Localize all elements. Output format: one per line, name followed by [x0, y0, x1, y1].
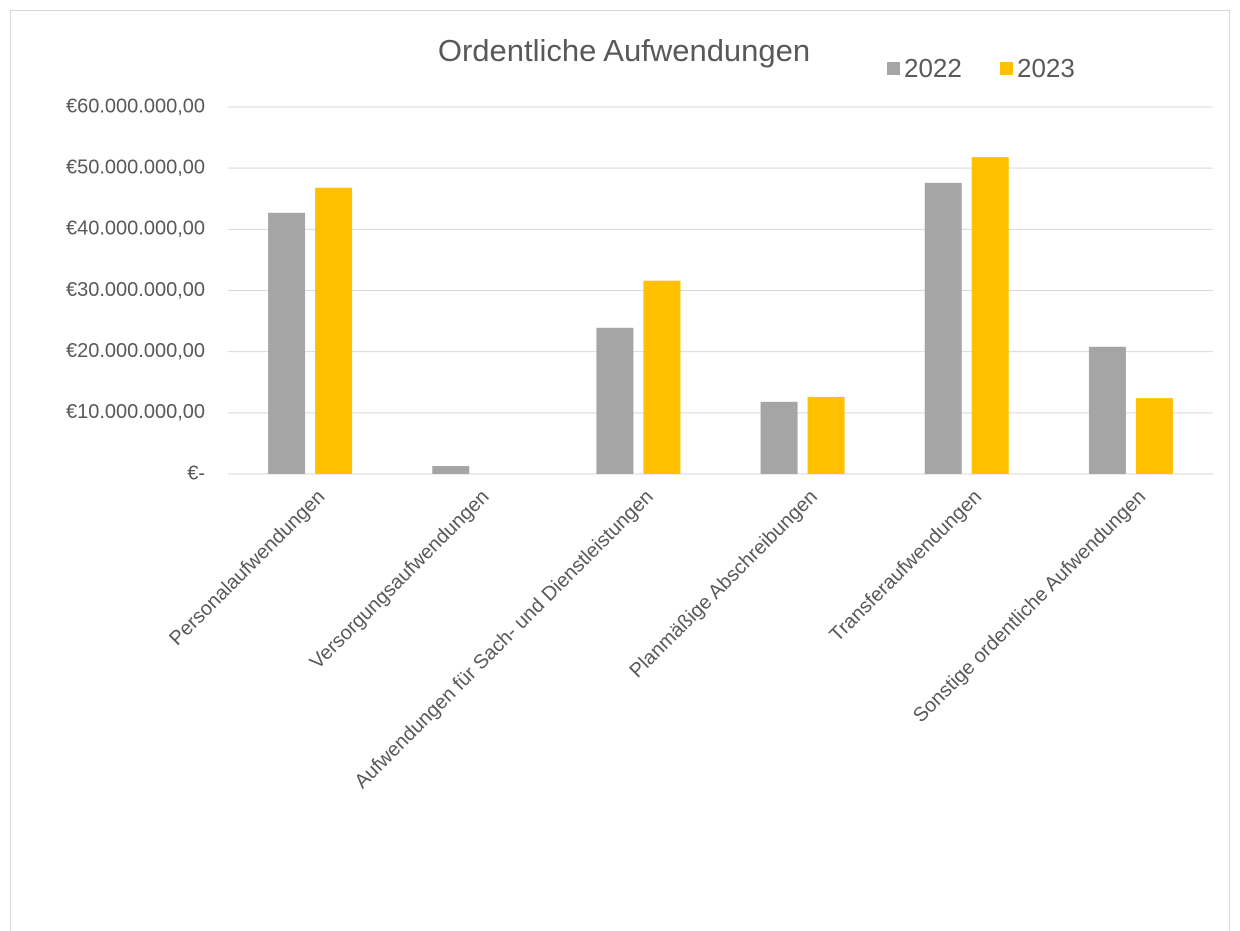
legend-swatch [1000, 62, 1013, 75]
y-tick-label: €30.000.000,00 [66, 279, 205, 301]
y-tick-label: €60.000.000,00 [66, 95, 205, 117]
legend-label: 2023 [1017, 53, 1075, 83]
bar [1088, 346, 1126, 474]
bar [432, 466, 470, 474]
y-tick-label: €10.000.000,00 [66, 401, 205, 423]
y-tick-label: €40.000.000,00 [66, 218, 205, 240]
y-tick-label: €50.000.000,00 [66, 156, 205, 178]
bar [596, 327, 634, 474]
bar [807, 396, 845, 474]
chart-title: Ordentliche Aufwendungen [438, 33, 810, 68]
y-tick-label: €- [187, 462, 205, 484]
bar [643, 280, 681, 474]
legend-label: 2022 [904, 53, 962, 83]
bar [268, 212, 306, 474]
legend-swatch [887, 62, 900, 75]
bar [760, 401, 798, 474]
bar [971, 157, 1009, 474]
bar [924, 182, 962, 474]
bar [315, 187, 353, 475]
y-tick-label: €20.000.000,00 [66, 340, 205, 362]
bar [1135, 398, 1173, 474]
